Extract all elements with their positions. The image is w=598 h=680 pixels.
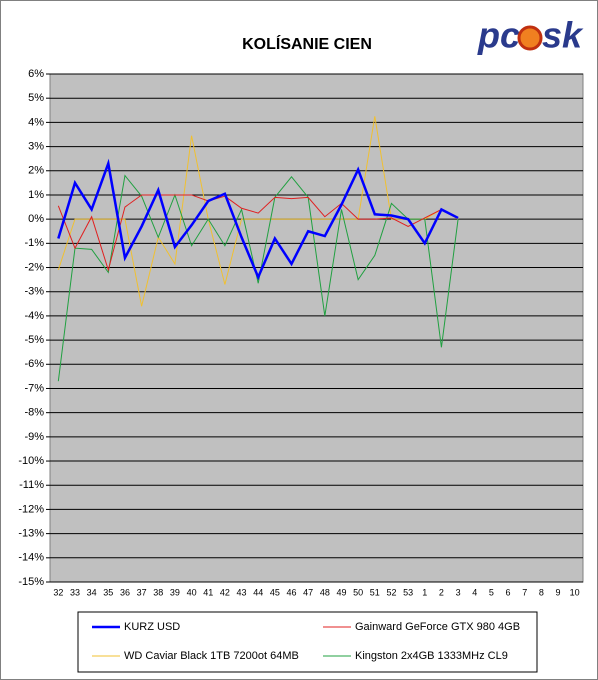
y-tick-label: -15% [18, 576, 44, 588]
x-tick-label: 51 [370, 587, 380, 597]
x-tick-label: 37 [137, 587, 147, 597]
x-tick-label: 3 [456, 587, 461, 597]
x-tick-label: 33 [70, 587, 80, 597]
x-tick-label: 6 [506, 587, 511, 597]
x-tick-label: 43 [237, 587, 247, 597]
x-tick-label: 49 [336, 587, 346, 597]
x-tick-label: 44 [253, 587, 263, 597]
logo: pc sk [477, 15, 584, 56]
y-tick-label: 6% [28, 68, 44, 80]
x-tick-label: 40 [187, 587, 197, 597]
y-tick-label: -9% [24, 431, 44, 443]
x-tick-label: 7 [522, 587, 527, 597]
logo-text: sk [542, 15, 584, 56]
x-tick-label: 1 [422, 587, 427, 597]
x-tick-label: 52 [386, 587, 396, 597]
x-tick-label: 39 [170, 587, 180, 597]
x-tick-label: 38 [153, 587, 163, 597]
x-tick-label: 41 [203, 587, 213, 597]
logo-text: pc [477, 15, 520, 56]
x-tick-label: 2 [439, 587, 444, 597]
y-tick-label: -3% [24, 286, 44, 298]
series-line [57, 158, 459, 281]
series-line [57, 194, 459, 272]
x-tick-label: 10 [570, 587, 580, 597]
x-tick-label: 50 [353, 587, 363, 597]
x-tick-label: 42 [220, 587, 230, 597]
x-tick-label: 36 [120, 587, 130, 597]
x-tick-label: 32 [53, 587, 63, 597]
y-tick-label: 5% [28, 92, 44, 104]
series-line [57, 174, 459, 382]
y-tick-label: 4% [28, 116, 44, 128]
y-tick-label: 3% [28, 140, 44, 152]
x-tick-label: 47 [303, 587, 313, 597]
legend-label: KURZ USD [124, 621, 180, 633]
x-tick-label: 8 [539, 587, 544, 597]
y-tick-label: -1% [24, 237, 44, 249]
x-tick-label: 53 [403, 587, 413, 597]
x-tick-label: 5 [489, 587, 494, 597]
series-line [57, 116, 459, 307]
legend [77, 611, 538, 673]
y-tick-label: -11% [19, 479, 44, 491]
y-tick-label: 2% [28, 165, 44, 177]
y-tick-label: -12% [18, 503, 44, 515]
y-tick-label: 0% [28, 213, 44, 225]
y-tick-label: -14% [18, 552, 44, 564]
x-tick-label: 4 [472, 587, 477, 597]
plot-area [49, 73, 584, 583]
y-tick-label: -13% [18, 528, 44, 540]
legend-label: Kingston 2x4GB 1333MHz CL9 [355, 650, 508, 662]
x-tick-label: 9 [556, 587, 561, 597]
y-tick-label: -10% [18, 455, 44, 467]
x-tick-label: 46 [287, 587, 297, 597]
legend-label: Gainward GeForce GTX 980 4GB [355, 621, 520, 633]
x-tick-label: 48 [320, 587, 330, 597]
y-tick-label: -8% [24, 407, 44, 419]
chart-title: KOLÍSANIE CIEN [242, 34, 372, 53]
legend-label: WD Caviar Black 1TB 7200ot 64MB [124, 650, 299, 662]
y-tick-label: -5% [24, 334, 44, 346]
y-tick-label: -4% [24, 310, 44, 322]
logo-flame [517, 25, 543, 51]
y-tick-label: -2% [24, 261, 44, 273]
x-tick-label: 35 [103, 587, 113, 597]
x-tick-label: 34 [87, 587, 97, 597]
x-tick-label: 45 [270, 587, 280, 597]
y-tick-label: -7% [24, 382, 44, 394]
y-tick-label: -6% [24, 358, 44, 370]
y-tick-label: 1% [28, 189, 44, 201]
